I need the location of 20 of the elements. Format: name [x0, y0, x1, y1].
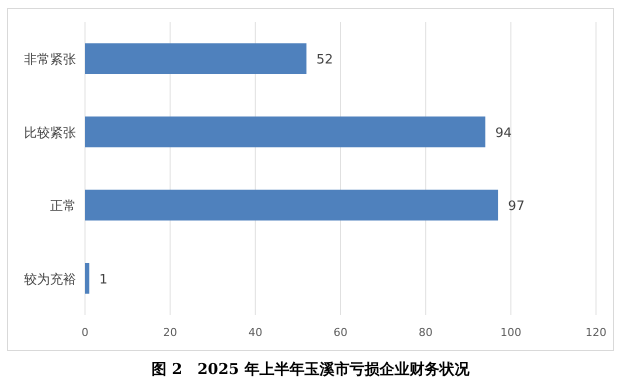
bar [85, 190, 498, 221]
y-tick-label: 较为充裕 [24, 272, 76, 288]
x-tick-label: 120 [586, 326, 606, 339]
bar [85, 43, 306, 74]
x-tick-label: 40 [248, 326, 262, 339]
data-label: 1 [99, 272, 108, 288]
bar [85, 116, 486, 148]
x-tick-label: 80 [418, 326, 433, 339]
x-tick-label: 100 [500, 326, 522, 339]
x-tick-label: 20 [163, 326, 178, 339]
text: 图 2 2025 年上半年玉溪市亏损企业财务状况 [152, 360, 470, 378]
y-tick-label: 正常 [50, 199, 76, 214]
data-label: 52 [316, 52, 333, 68]
y-tick-label: 比较紧张 [24, 126, 76, 141]
data-label: 94 [495, 126, 512, 141]
data-label: 97 [508, 199, 525, 214]
bar [85, 262, 90, 294]
x-tick-label: 60 [334, 326, 348, 339]
x-tick-label: 0 [82, 326, 88, 339]
y-tick-label: 非常紧张 [24, 52, 76, 68]
